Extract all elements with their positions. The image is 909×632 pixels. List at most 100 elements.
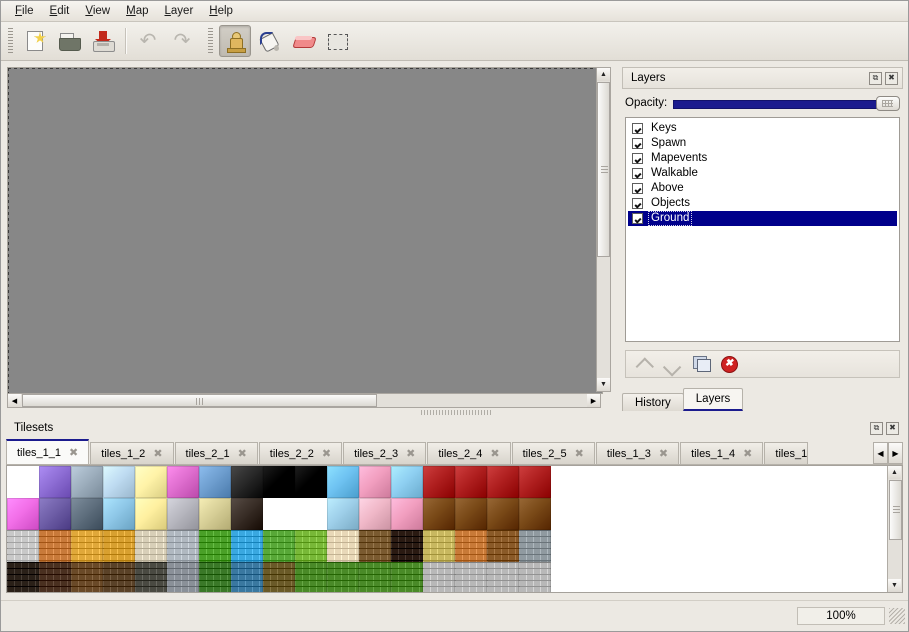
list-item[interactable]: Mapevents	[628, 151, 897, 166]
tile-cell[interactable]	[391, 466, 423, 498]
scroll-left-icon[interactable]: ◀	[873, 442, 888, 464]
tile-cell[interactable]	[7, 498, 39, 530]
tab-history[interactable]: History	[622, 393, 684, 411]
list-item-selected[interactable]: Ground	[628, 211, 897, 226]
menu-layer[interactable]: Layer	[164, 5, 194, 17]
tile-cell[interactable]	[7, 530, 39, 562]
tile-cell[interactable]	[487, 562, 519, 592]
close-tab-icon[interactable]: ✖	[153, 448, 163, 460]
tile-cell[interactable]	[455, 498, 487, 530]
map-scroll-left-button[interactable]: ◀	[8, 394, 21, 407]
layer-visibility-checkbox[interactable]	[632, 168, 643, 179]
tile-cell[interactable]	[135, 530, 167, 562]
raise-layer-button[interactable]	[634, 353, 656, 376]
tile-cell[interactable]	[551, 498, 583, 530]
layer-visibility-checkbox[interactable]	[632, 138, 643, 149]
tile-cell[interactable]	[7, 466, 39, 498]
splitter-handle[interactable]	[421, 410, 491, 415]
tile-cell[interactable]	[487, 498, 519, 530]
tile-cell[interactable]	[71, 530, 103, 562]
tile-cell[interactable]	[519, 466, 551, 498]
tile-cell[interactable]	[295, 466, 327, 498]
tile-cell[interactable]	[71, 498, 103, 530]
tile-cell[interactable]	[359, 498, 391, 530]
tile-cell[interactable]	[295, 498, 327, 530]
stamp-brush-tool[interactable]	[219, 25, 251, 57]
tile-cell[interactable]	[423, 466, 455, 498]
tileset-vertical-scrollbar[interactable]: ▲ ▼	[887, 466, 902, 592]
close-tab-icon[interactable]: ✖	[69, 447, 79, 459]
tile-cell[interactable]	[103, 466, 135, 498]
tile-cell[interactable]	[519, 498, 551, 530]
tile-cell[interactable]	[231, 530, 263, 562]
tile-cell[interactable]	[167, 498, 199, 530]
tile-cell[interactable]	[231, 498, 263, 530]
resize-grip[interactable]	[889, 608, 905, 624]
bucket-fill-tool[interactable]	[253, 25, 285, 57]
tile-cell[interactable]	[455, 530, 487, 562]
close-tab-icon[interactable]: ✖	[237, 448, 247, 460]
tile-cell[interactable]	[391, 498, 423, 530]
tileset-tab-tiles_2_5[interactable]: tiles_2_5 ✖	[511, 442, 595, 464]
save-button[interactable]	[87, 25, 119, 57]
tileset-tab-tiles_2_4[interactable]: tiles_2_4 ✖	[427, 442, 511, 464]
tile-cell[interactable]	[583, 530, 615, 562]
tile-cell[interactable]	[391, 562, 423, 592]
close-tab-icon[interactable]: ✖	[743, 448, 753, 460]
tile-cell[interactable]	[327, 466, 359, 498]
tileset-tab-tiles_1_1[interactable]: tiles_1_1 ✖	[6, 439, 90, 464]
tileset-tab-tiles_2_3[interactable]: tiles_2_3 ✖	[343, 442, 427, 464]
tile-cell[interactable]	[103, 530, 135, 562]
tile-cell[interactable]	[295, 530, 327, 562]
tile-cell[interactable]	[519, 530, 551, 562]
map-hscroll-thumb[interactable]	[22, 394, 377, 407]
map-scroll-down-button[interactable]: ▼	[597, 378, 610, 391]
tile-cell[interactable]	[583, 466, 615, 498]
tile-cell[interactable]	[39, 562, 71, 592]
list-item[interactable]: Walkable	[628, 166, 897, 181]
undo-button[interactable]: ↶	[132, 25, 164, 57]
map-scroll-right-button[interactable]: ▶	[587, 394, 600, 407]
tileset-grid[interactable]: ▲ ▼	[6, 465, 903, 593]
tile-cell[interactable]	[199, 498, 231, 530]
tile-cell[interactable]	[199, 466, 231, 498]
tile-cell[interactable]	[327, 530, 359, 562]
tile-cell[interactable]	[199, 530, 231, 562]
tile-cell[interactable]	[167, 562, 199, 592]
tileset-tab-tiles_1_4[interactable]: tiles_1_4 ✖	[680, 442, 764, 464]
tile-cell[interactable]	[71, 562, 103, 592]
layer-visibility-checkbox[interactable]	[632, 213, 643, 224]
menu-edit[interactable]: Edit	[49, 5, 70, 17]
tile-cell[interactable]	[423, 530, 455, 562]
tile-cell[interactable]	[359, 530, 391, 562]
tile-cell[interactable]	[263, 562, 295, 592]
tileset-tab-tiles_1_5[interactable]: tiles_1_	[764, 442, 809, 464]
tileset-tab-tiles_1_2[interactable]: tiles_1_2 ✖	[90, 442, 174, 464]
layer-list[interactable]: Keys Spawn Mapevents Walkable Above	[625, 117, 900, 342]
layer-visibility-checkbox[interactable]	[632, 198, 643, 209]
list-item[interactable]: Above	[628, 181, 897, 196]
tileset-scroll-down-button[interactable]: ▼	[888, 579, 901, 592]
tile-cell[interactable]	[583, 562, 615, 592]
tab-layers[interactable]: Layers	[682, 388, 744, 411]
menu-map[interactable]: Map	[126, 5, 149, 17]
tile-cell[interactable]	[231, 562, 263, 592]
tile-cell[interactable]	[135, 498, 167, 530]
toolbar-grip-1[interactable]	[7, 28, 14, 54]
map-canvas[interactable]	[7, 67, 603, 394]
tile-cell[interactable]	[263, 466, 295, 498]
tile-cell[interactable]	[423, 562, 455, 592]
tile-cell[interactable]	[199, 562, 231, 592]
close-tab-icon[interactable]: ✖	[321, 448, 332, 460]
tile-cell[interactable]	[455, 466, 487, 498]
tile-cell[interactable]	[39, 498, 71, 530]
tile-cell[interactable]	[551, 562, 583, 592]
tile-cell[interactable]	[583, 498, 615, 530]
redo-button[interactable]: ↷	[166, 25, 198, 57]
opacity-slider[interactable]	[673, 96, 900, 111]
tile-cell[interactable]	[135, 466, 167, 498]
tile-cell[interactable]	[551, 466, 583, 498]
tile-cell[interactable]	[103, 498, 135, 530]
tile-cell[interactable]	[135, 562, 167, 592]
tile-cell[interactable]	[391, 530, 423, 562]
